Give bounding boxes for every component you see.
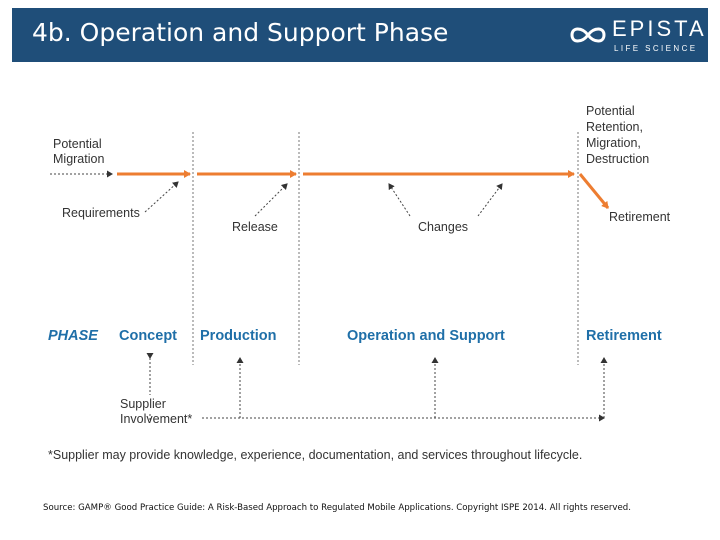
footnote: *Supplier may provide knowledge, experie… <box>48 448 582 462</box>
label-supplier-involvement: Supplier Involvement* <box>120 397 192 426</box>
phase-heading: PHASE <box>48 328 99 344</box>
lifecycle-arrows <box>117 170 610 209</box>
arrow-changes-left <box>388 183 411 217</box>
label-release: Release <box>232 220 278 234</box>
phase-separators <box>192 132 579 365</box>
logo-name: EPISTA <box>612 16 707 41</box>
epista-logo-icon <box>570 27 606 43</box>
label-changes: Changes <box>418 220 468 234</box>
arrow-requirements <box>144 181 179 213</box>
phase-operation: Operation and Support <box>347 328 505 344</box>
label-retirement: Retirement <box>609 210 671 224</box>
label-potential-migration: Potential Migration <box>53 137 105 166</box>
label-requirements: Requirements <box>62 206 140 220</box>
header-bar: 4b. Operation and Support Phase EPISTA L… <box>12 8 708 62</box>
phase-production: Production <box>200 328 277 344</box>
source-citation: Source: GAMP® Good Practice Guide: A Ris… <box>43 503 631 513</box>
logo-subtitle: LIFE SCIENCE <box>614 44 698 53</box>
annotation-arrows <box>50 170 503 217</box>
arrow-retirement <box>578 173 610 209</box>
arrow-changes-right <box>477 183 503 217</box>
phase-retirement: Retirement <box>586 328 662 344</box>
arrow-release <box>254 183 288 217</box>
slide-title: 4b. Operation and Support Phase <box>32 18 449 47</box>
supplier-bracket <box>146 353 608 422</box>
phase-concept: Concept <box>119 328 177 344</box>
label-potential-retention: Potential Retention, Migration, Destruct… <box>586 104 649 166</box>
